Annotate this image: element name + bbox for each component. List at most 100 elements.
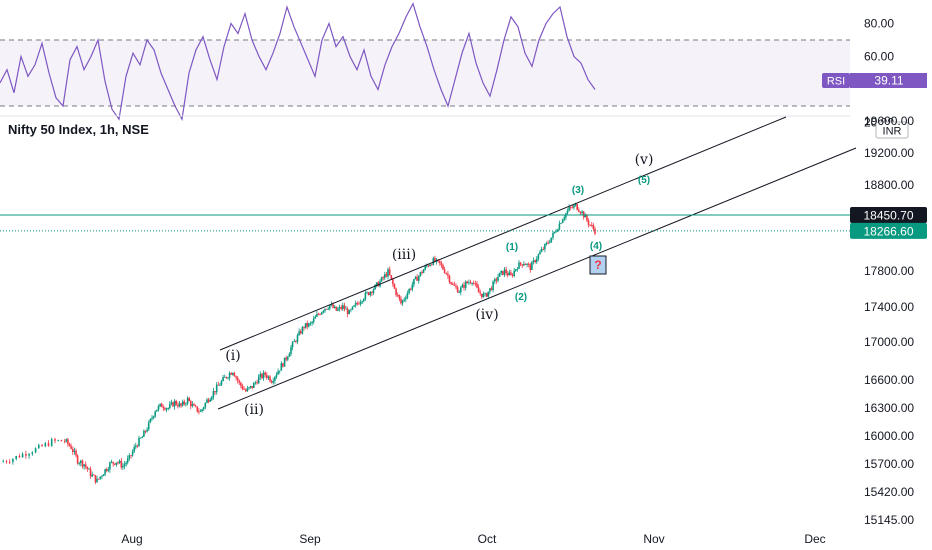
candle-body xyxy=(162,407,165,409)
candle-body xyxy=(502,271,504,275)
wave-label-major: (ii) xyxy=(244,402,264,418)
candle-body xyxy=(99,476,101,479)
price-tick-label: 17800.00 xyxy=(864,264,914,278)
candle-body xyxy=(317,314,320,315)
candle-body xyxy=(408,289,410,294)
candle-body xyxy=(335,306,338,311)
candle-body xyxy=(215,384,218,393)
candle-body xyxy=(450,282,452,284)
candle-body xyxy=(34,448,37,453)
price-tick-label: 19600.00 xyxy=(864,114,914,128)
candle-body xyxy=(138,437,140,447)
candle-body xyxy=(476,283,478,288)
candle-body xyxy=(508,272,511,276)
candle-body xyxy=(540,249,543,252)
candle-body xyxy=(574,204,577,206)
candle-body xyxy=(510,272,512,275)
candle-body xyxy=(333,306,336,308)
candle-body xyxy=(125,462,127,465)
candle-body xyxy=(139,437,142,439)
candle-body xyxy=(175,400,177,405)
candle-body xyxy=(440,263,443,266)
candle-body xyxy=(38,445,40,449)
candle-body xyxy=(290,347,292,354)
candle-body xyxy=(461,284,464,288)
candle-body xyxy=(372,289,375,294)
candle-body xyxy=(463,284,465,288)
candle-body xyxy=(170,402,173,405)
candle-body xyxy=(57,440,59,441)
candle-body xyxy=(342,305,344,309)
candle-body xyxy=(579,211,582,214)
candle-body xyxy=(209,399,211,402)
candle-body xyxy=(114,463,116,465)
candle-body xyxy=(458,292,460,294)
candle-body xyxy=(327,308,329,310)
candle-body xyxy=(206,399,208,403)
candle-body xyxy=(432,257,435,265)
candle-body xyxy=(167,408,169,409)
candle-body xyxy=(489,288,491,292)
candle-body xyxy=(254,382,257,384)
candle-body xyxy=(80,460,82,464)
candle-body xyxy=(400,298,402,304)
candle-body xyxy=(112,461,114,464)
candle-body xyxy=(303,327,305,328)
candle-body xyxy=(202,407,205,410)
candle-body xyxy=(118,460,121,463)
candle-body xyxy=(269,376,271,382)
candle-body xyxy=(2,461,4,463)
candle-body xyxy=(190,401,192,407)
candle-body xyxy=(261,374,263,379)
candle-body xyxy=(519,262,522,265)
candle-body xyxy=(28,454,30,456)
candle-body xyxy=(571,207,574,209)
candle-body xyxy=(54,439,56,441)
candle-body xyxy=(393,284,396,289)
candle-body xyxy=(96,478,98,483)
candle-body xyxy=(385,274,388,277)
candle-body xyxy=(88,468,90,470)
candle-body xyxy=(311,321,313,324)
candle-body xyxy=(296,335,299,342)
candle-body xyxy=(340,307,342,309)
candle-body xyxy=(214,391,216,393)
candle-body xyxy=(544,244,546,250)
candle-body xyxy=(395,288,397,295)
candle-body xyxy=(555,231,557,233)
candle-body xyxy=(172,402,174,407)
candle-body xyxy=(211,396,213,400)
wave-label-major: (i) xyxy=(225,348,240,364)
currency-badge[interactable]: INR xyxy=(875,121,909,139)
candle-body xyxy=(154,411,156,417)
candle-body xyxy=(81,460,84,467)
candle-body xyxy=(548,242,551,243)
candle-body xyxy=(321,312,323,315)
candle-body xyxy=(536,258,538,262)
candle-body xyxy=(219,385,221,386)
candle-body xyxy=(186,398,189,404)
candle-body xyxy=(424,266,426,270)
candle-body xyxy=(277,371,279,375)
candle-body xyxy=(354,303,357,306)
candle-body xyxy=(191,404,194,407)
candle-body xyxy=(581,211,583,214)
candle-body xyxy=(337,308,339,311)
candle-body xyxy=(406,293,409,298)
candle-body xyxy=(183,401,186,404)
candle-body xyxy=(146,429,148,432)
wave-label-minor: (1) xyxy=(506,242,518,253)
wave-label-minor: (3) xyxy=(572,185,584,196)
candle-body xyxy=(238,380,241,383)
candle-body xyxy=(280,363,283,371)
price-tick-label: 16000.00 xyxy=(864,429,914,443)
candle-body xyxy=(241,385,244,389)
price-tick-label: 17400.00 xyxy=(864,300,914,314)
candle-body xyxy=(217,384,220,386)
candle-body xyxy=(236,377,239,381)
candle-body xyxy=(329,305,331,309)
candle-body xyxy=(359,302,362,305)
candle-body xyxy=(471,283,473,284)
candle-body xyxy=(126,458,129,463)
